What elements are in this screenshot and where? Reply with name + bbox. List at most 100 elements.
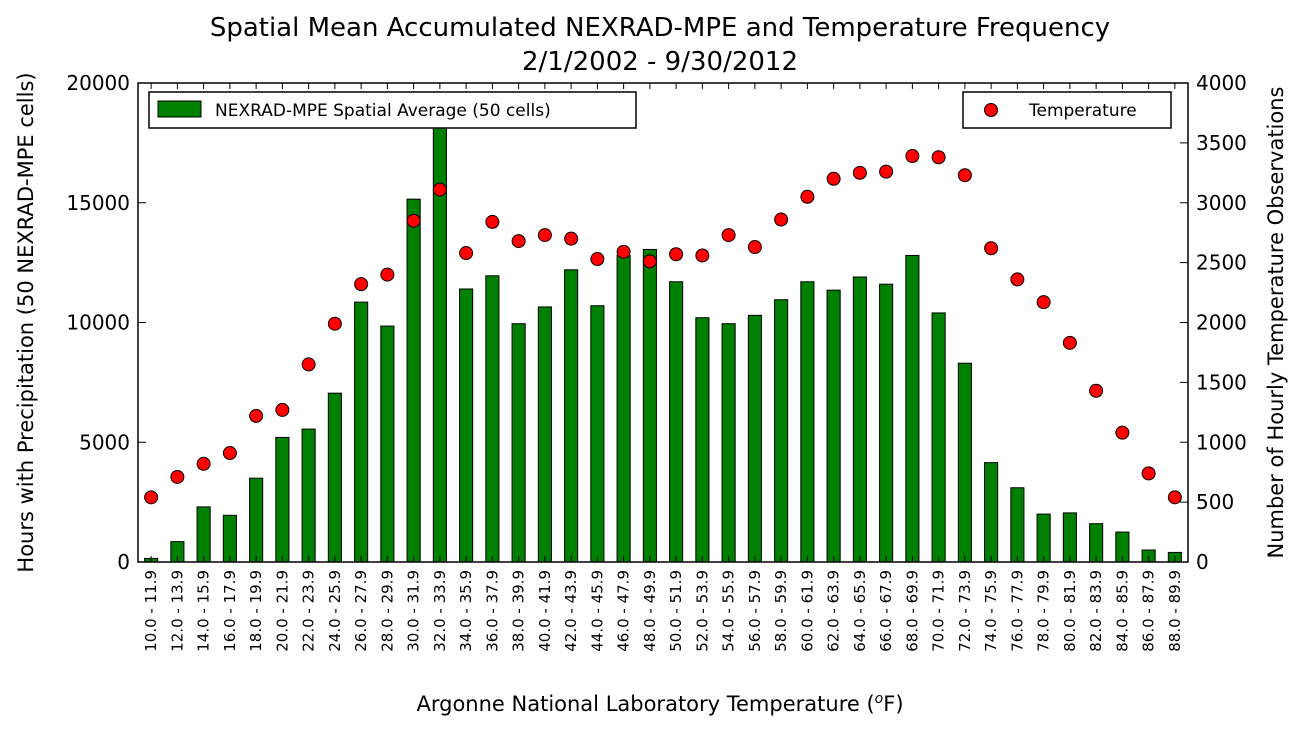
x-tick-label: 82.0 - 83.9 [1087, 570, 1105, 652]
x-tick-label: 46.0 - 47.9 [615, 570, 633, 652]
x-tick-label: 88.0 - 89.9 [1166, 570, 1184, 652]
bar [1062, 512, 1077, 563]
right-y-axis-label: Number of Hourly Temperature Observation… [1264, 87, 1288, 559]
bar [616, 254, 631, 563]
temperature-point [301, 357, 316, 372]
bar [852, 276, 867, 563]
temperature-point [485, 214, 500, 229]
temperature-point [432, 182, 447, 197]
bar [800, 281, 815, 563]
temperature-point [1089, 383, 1104, 398]
temperature-point [800, 189, 815, 204]
x-tick-label: 80.0 - 81.9 [1061, 570, 1079, 652]
bar [931, 312, 946, 563]
y2-tick-label: 4000 [1196, 71, 1247, 95]
x-tick-label: 68.0 - 69.9 [903, 570, 921, 652]
temperature-point [957, 168, 972, 183]
left-y-axis: 0 5000 10000 15000 20000 [66, 71, 146, 574]
temperature-point [354, 277, 369, 292]
temperature-point [249, 408, 264, 423]
temperature-point [642, 254, 657, 269]
temperature-point [170, 469, 185, 484]
bar [1010, 487, 1025, 563]
x-tick-label: 30.0 - 31.9 [405, 570, 423, 652]
temperature-point [275, 402, 290, 417]
temperature-point [511, 234, 526, 249]
bar [249, 477, 264, 563]
x-tick-label: 76.0 - 77.9 [1008, 570, 1026, 652]
x-tick-label: 52.0 - 53.9 [693, 570, 711, 652]
temperature-point [879, 164, 894, 179]
x-tick-label: 62.0 - 63.9 [825, 570, 843, 652]
bar [747, 314, 762, 563]
temperature-point [1141, 466, 1156, 481]
x-tick-label: 10.0 - 11.9 [142, 570, 160, 652]
temperature-point [1036, 295, 1051, 310]
temperature-point [222, 446, 237, 461]
x-axis-label-unit: F) [883, 692, 903, 716]
legend-points-label: Temperature [1028, 101, 1137, 121]
temperature-point [852, 165, 867, 180]
x-tick-label: 56.0 - 57.9 [746, 570, 764, 652]
x-tick-label: 58.0 - 59.9 [772, 570, 790, 652]
temperature-point [931, 150, 946, 165]
temperature-point [406, 213, 421, 228]
temperature-point [826, 171, 841, 186]
y-tick-label: 15000 [66, 191, 130, 215]
x-tick-label: 64.0 - 65.9 [851, 570, 869, 652]
x-tick-label: 12.0 - 13.9 [168, 570, 186, 652]
temperature-point [1062, 335, 1077, 350]
bar [406, 198, 421, 563]
bar [721, 323, 736, 563]
x-tick-label: 74.0 - 75.9 [982, 570, 1000, 652]
temperature-point [196, 456, 211, 471]
bar [590, 305, 605, 563]
bar [196, 506, 211, 563]
bar [957, 362, 972, 563]
y-tick-label: 10000 [66, 311, 130, 335]
y2-tick-label: 2000 [1196, 311, 1247, 335]
x-axis-label-main: Argonne National Laboratory Temperature … [416, 692, 874, 716]
bar [669, 281, 684, 563]
x-tick-label: 50.0 - 51.9 [667, 570, 685, 652]
bar [984, 462, 999, 563]
legend-point-marker [984, 103, 998, 117]
x-axis: 10.0 - 11.9 12.0 - 13.9 14.0 - 15.9 16.0 - … [142, 83, 1184, 652]
temperature-point [669, 247, 684, 262]
x-tick-label: 20.0 - 21.9 [273, 570, 291, 652]
y2-tick-label: 2500 [1196, 251, 1247, 275]
temperature-point [905, 149, 920, 164]
y-tick-label: 0 [117, 550, 130, 574]
x-tick-label: 44.0 - 45.9 [588, 570, 606, 652]
temperature-point [774, 212, 789, 227]
y2-tick-label: 1500 [1196, 370, 1247, 394]
bar [537, 306, 552, 563]
temperature-series [144, 149, 1182, 505]
x-tick-label: 36.0 - 37.9 [483, 570, 501, 652]
bar [459, 288, 474, 563]
temperature-point [537, 228, 552, 243]
x-tick-label: 28.0 - 29.9 [378, 570, 396, 652]
x-tick-label: 16.0 - 17.9 [221, 570, 239, 652]
legend-points: Temperature [962, 91, 1172, 129]
x-tick-label: 84.0 - 85.9 [1113, 570, 1131, 652]
x-tick-label: 22.0 - 23.9 [300, 570, 318, 652]
x-tick-label: 48.0 - 49.9 [641, 570, 659, 652]
y2-tick-label: 1000 [1196, 430, 1247, 454]
legend-bars-box [148, 91, 637, 129]
bar [327, 392, 342, 563]
bar [826, 289, 841, 563]
x-tick-label: 42.0 - 43.9 [562, 570, 580, 652]
x-tick-label: 78.0 - 79.9 [1035, 570, 1053, 652]
x-tick-label: 66.0 - 67.9 [877, 570, 895, 652]
y-tick-label: 20000 [66, 71, 130, 95]
bar [695, 317, 710, 563]
temperature-point [695, 248, 710, 263]
y-tick-label: 5000 [79, 430, 130, 454]
temperature-point [144, 490, 159, 505]
temperature-point [721, 228, 736, 243]
temperature-point [984, 241, 999, 256]
temperature-point [616, 244, 631, 259]
temperature-point [1115, 425, 1130, 440]
